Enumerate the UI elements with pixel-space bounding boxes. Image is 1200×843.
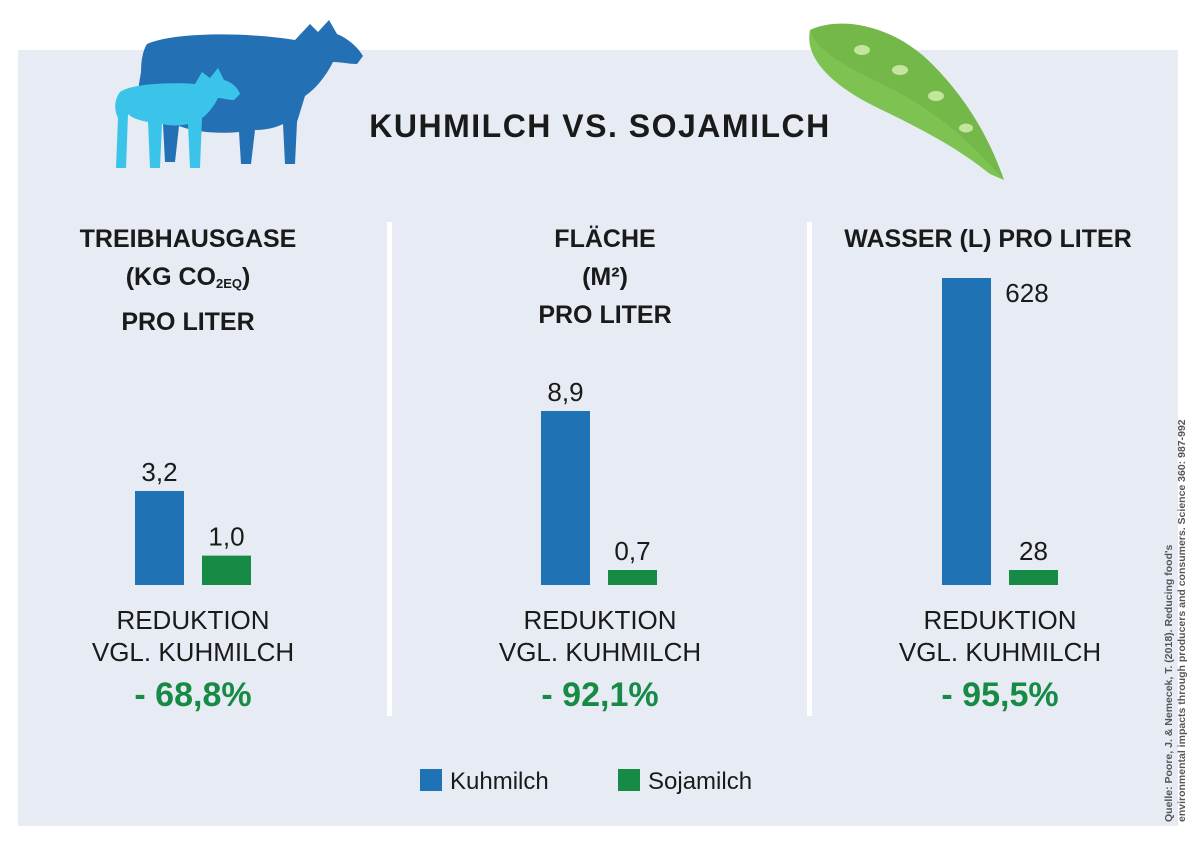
reduction-value: - 92,1% — [541, 676, 659, 714]
bar-kuhmilch — [135, 491, 184, 585]
legend-swatch — [420, 769, 442, 791]
bar-sojamilch — [608, 570, 657, 585]
bar-sojamilch — [1009, 570, 1058, 585]
bar-value-label: 28 — [1019, 536, 1048, 566]
bar-kuhmilch — [541, 411, 590, 585]
pea-pod-icon — [809, 23, 1004, 181]
calf-icon — [115, 68, 240, 168]
reduction-label: REDUKTION VGL. KUHMILCH — [898, 605, 1102, 667]
bar-kuhmilch — [942, 278, 991, 585]
legend-item-sojamilch: Sojamilch — [618, 768, 752, 796]
bar-value-label: 1,0 — [208, 522, 244, 552]
column-divider — [387, 222, 392, 716]
bar-value-label: 0,7 — [614, 536, 650, 566]
reduction-value: - 95,5% — [941, 676, 1059, 714]
reduction-label: REDUKTION VGL. KUHMILCH — [498, 605, 702, 667]
column-title-flaeche: FLÄCHE (M²) PRO LITER — [538, 225, 672, 329]
reduction-value: - 68,8% — [134, 676, 252, 714]
column-divider — [807, 222, 812, 716]
bar-value-label: 628 — [1005, 278, 1048, 308]
bar-value-label: 3,2 — [141, 457, 177, 487]
bar-value-label: 8,9 — [547, 377, 583, 407]
column-title-wasser: WASSER (L) PRO LITER — [844, 225, 1132, 253]
chart-title: KUHMILCH VS. SOJAMILCH — [369, 108, 831, 144]
bar-sojamilch — [202, 555, 251, 585]
column-title-treibhausgase: TREIBHAUSGASE (KG CO2EQ) PRO LITER — [79, 225, 297, 336]
reduction-label: REDUKTION VGL. KUHMILCH — [91, 605, 295, 667]
source-citation: Quelle: Poore, J. & Nemecek, T. (2018). … — [1163, 419, 1188, 822]
legend-item-kuhmilch: Kuhmilch — [420, 768, 549, 796]
legend-swatch — [618, 769, 640, 791]
